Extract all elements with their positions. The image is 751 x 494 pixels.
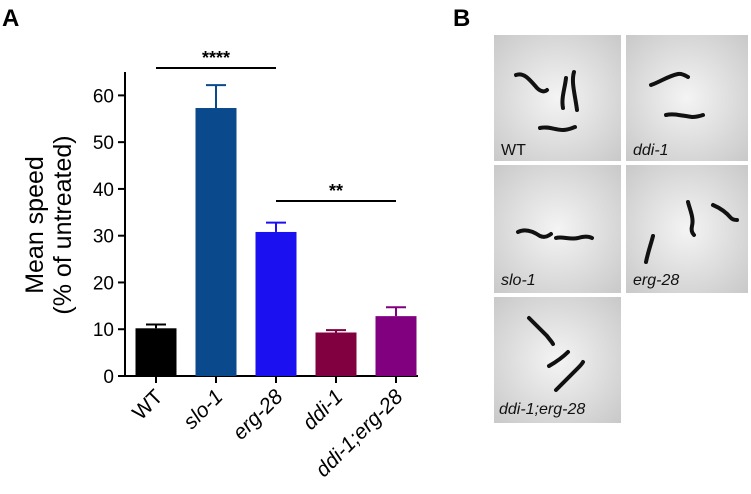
significance-label-2: **: [329, 181, 343, 201]
bars: [135, 108, 417, 383]
worm-photo-panel: WT ddi-1 slo-1 erg-28: [494, 35, 748, 423]
significance-1: ****: [156, 48, 276, 69]
error-bar-wt: [146, 323, 166, 329]
x-label-erg-28: erg-28: [228, 385, 287, 444]
bar-erg-28: [255, 231, 297, 376]
photo-erg-28: erg-28: [626, 165, 748, 293]
y-tick-label-40: 40: [93, 180, 114, 201]
y-tick-label-0: 0: [103, 367, 114, 388]
panel-a-letter: A: [2, 5, 19, 32]
error-bar-ddi-1: [326, 329, 346, 333]
bar-wt: [135, 328, 177, 376]
significance-2: **: [276, 181, 396, 202]
photo-slo-1: slo-1: [494, 165, 621, 293]
error-bar-erg-28: [266, 221, 286, 232]
error-bar-ddi-1-erg-28: [386, 306, 406, 317]
photo-wt: WT: [494, 35, 621, 161]
photo-label-ddi-1-erg-28: ddi-1;erg-28: [499, 401, 585, 418]
x-label-wt: WT: [128, 385, 167, 424]
error-bar-slo-1: [206, 84, 226, 109]
y-axis-title-line2: (% of untreated): [49, 135, 77, 314]
significance-annotations: ******: [156, 48, 396, 202]
bar-slo-1: [195, 108, 237, 377]
significance-label-1: ****: [202, 48, 230, 68]
photo-ddi-1-erg-28: ddi-1;erg-28: [494, 297, 621, 423]
bar-ddi-1-erg-28: [375, 316, 417, 376]
x-label-ddi-1: ddi-1: [298, 385, 347, 434]
y-ticks: 0 10 20 30 40 50 60: [93, 86, 125, 388]
y-tick-label-60: 60: [93, 86, 114, 107]
photo-label-wt: WT: [501, 142, 526, 159]
x-label-slo-1: slo-1: [179, 385, 227, 433]
y-axis-title: Mean speed (% of untreated): [21, 135, 77, 314]
bar-ddi-1: [315, 332, 357, 376]
y-axis-title-line1: Mean speed: [21, 156, 49, 294]
y-tick-label-10: 10: [93, 320, 114, 341]
photo-label-erg-28: erg-28: [633, 272, 679, 289]
y-tick-label-50: 50: [93, 133, 114, 154]
photo-ddi-1: ddi-1: [626, 35, 748, 161]
y-tick-label-30: 30: [93, 227, 114, 248]
panel-b-letter: B: [453, 5, 470, 32]
photo-label-ddi-1: ddi-1: [633, 142, 669, 159]
y-tick-label-20: 20: [93, 273, 114, 294]
photo-label-slo-1: slo-1: [501, 272, 536, 289]
error-bars: [146, 84, 406, 333]
